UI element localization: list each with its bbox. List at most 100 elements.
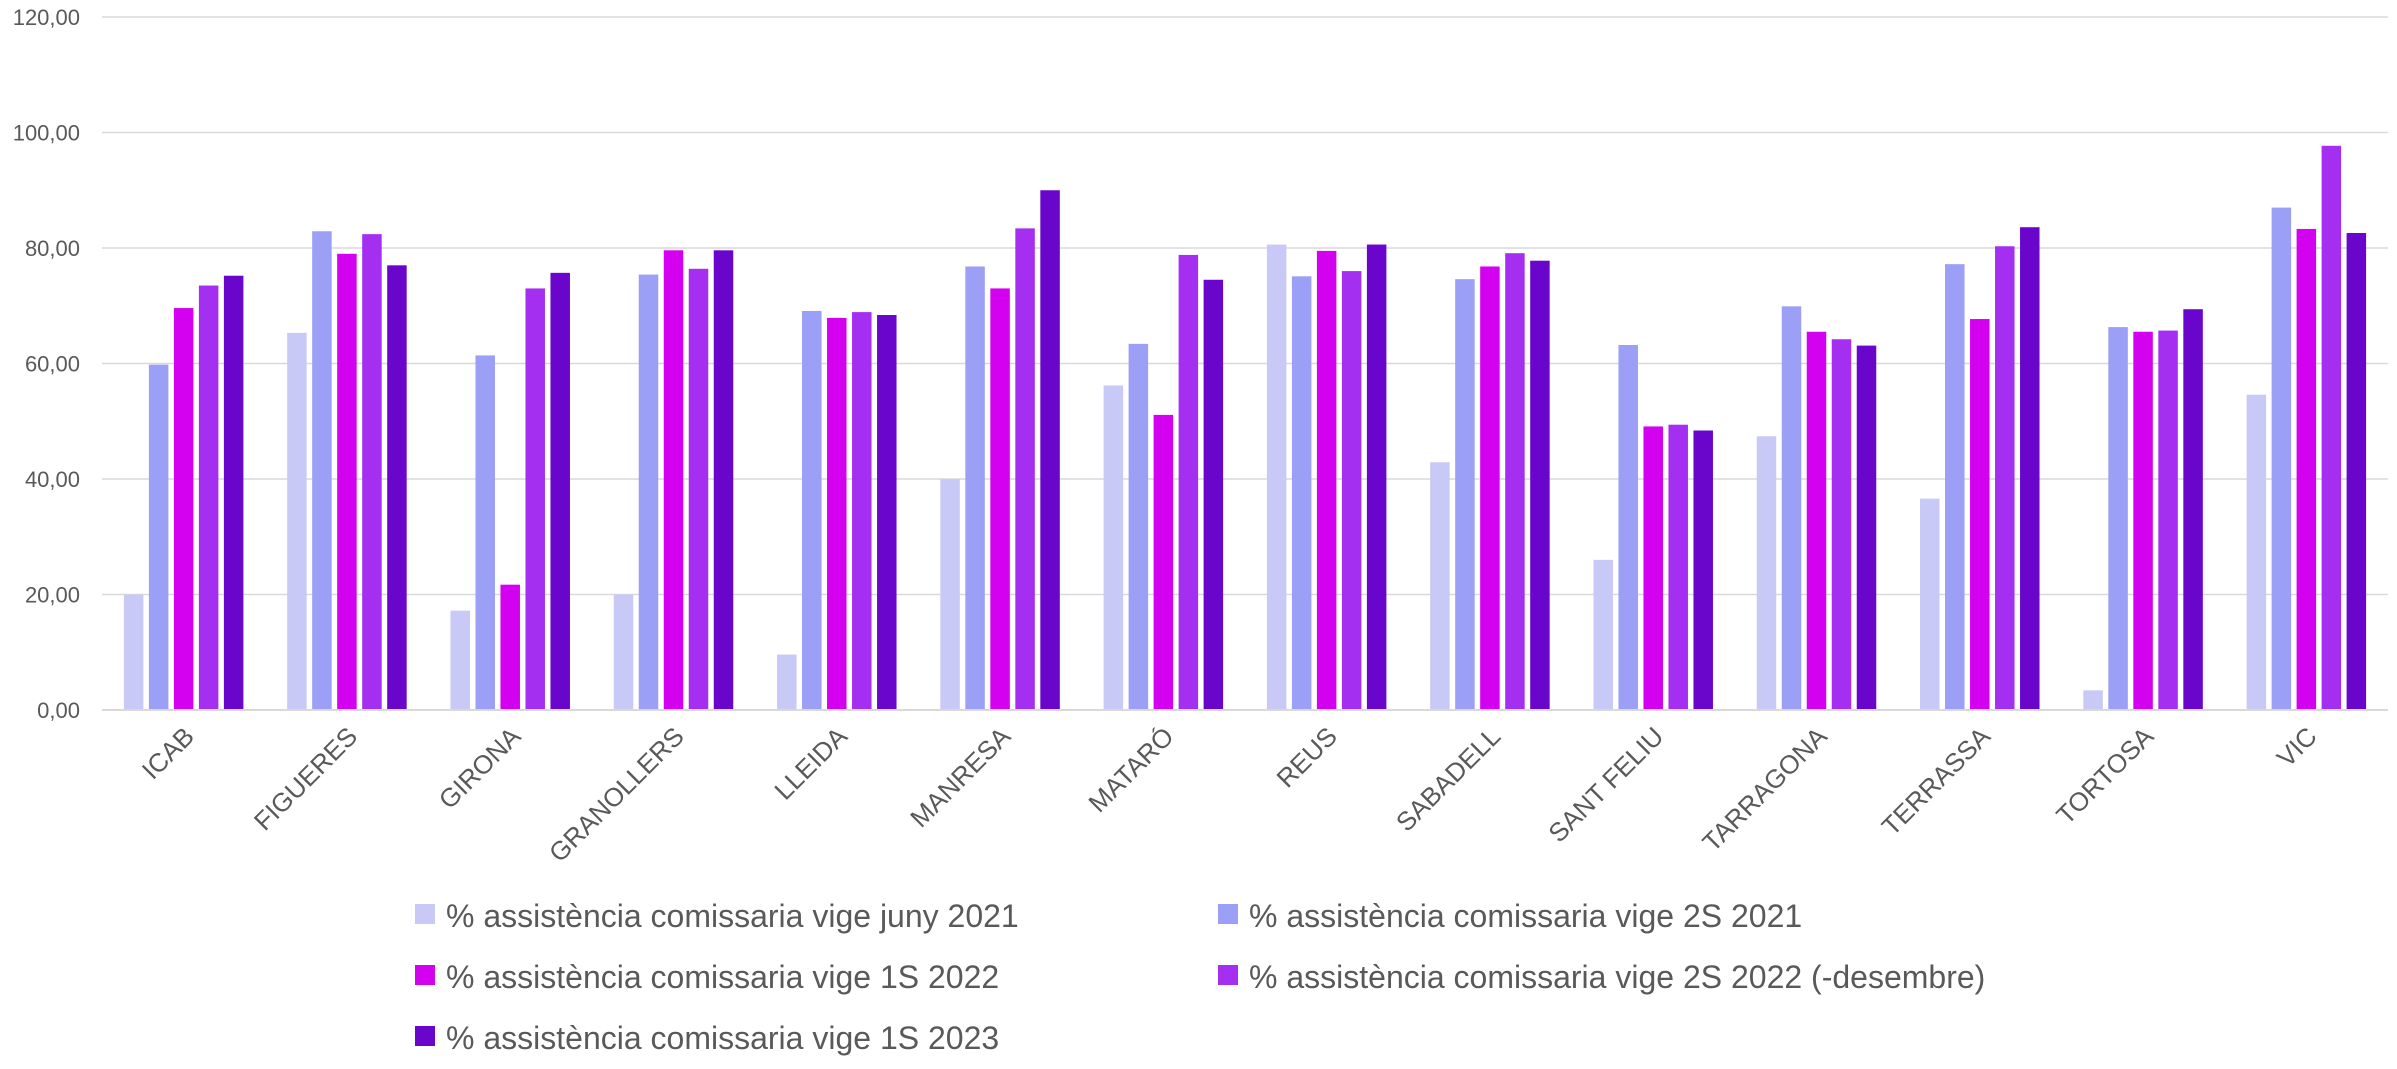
- bar: [148, 364, 169, 710]
- bar: [1781, 306, 1802, 710]
- legend-label: % assistència comissaria vige 1S 2022: [446, 959, 999, 995]
- legend-swatch: [415, 965, 435, 985]
- x-tick-label: VIC: [2271, 721, 2323, 773]
- bar: [2346, 232, 2367, 711]
- bar: [2183, 309, 2203, 710]
- bar: [1040, 190, 1060, 710]
- bar: [1203, 279, 1224, 710]
- y-tick-label: 40,00: [25, 467, 80, 492]
- bar: [500, 584, 520, 710]
- x-tick-label: GIRONA: [433, 721, 527, 815]
- y-tick-label: 20,00: [25, 583, 80, 608]
- bar: [2321, 145, 2342, 711]
- bar: [1945, 264, 1965, 710]
- x-tick-label: MATARÓ: [1082, 721, 1179, 818]
- x-tick-label: GRANOLLERS: [543, 721, 690, 868]
- bar: [2133, 331, 2153, 710]
- bar: [1341, 271, 1362, 710]
- bar: [663, 250, 684, 710]
- bar: [1015, 228, 1035, 711]
- bar: [1366, 244, 1387, 710]
- legend-label: % assistència comissaria vige 2S 2021: [1249, 898, 1802, 934]
- bar: [1970, 319, 1990, 710]
- x-tick-label: SANT FELIU: [1542, 721, 1669, 848]
- bar: [638, 274, 659, 710]
- x-tick-label: LLEIDA: [768, 721, 853, 806]
- bar: [613, 594, 634, 710]
- bar: [550, 272, 570, 710]
- bar: [688, 268, 709, 710]
- y-tick-label: 0,00: [37, 698, 80, 723]
- bar: [1806, 331, 1827, 710]
- bar: [1995, 246, 2015, 710]
- x-tick-label: MANRESA: [904, 721, 1017, 834]
- bar: [1831, 339, 1852, 710]
- bar: [1530, 260, 1550, 710]
- legend-swatch: [415, 1026, 435, 1046]
- legend-swatch: [415, 904, 435, 924]
- bar: [123, 594, 144, 710]
- bar: [362, 234, 382, 710]
- legend-label: % assistència comissaria vige 1S 2023: [446, 1020, 999, 1056]
- bar: [1920, 498, 1940, 710]
- bar: [1668, 424, 1688, 710]
- bar: [990, 288, 1010, 710]
- bar: [287, 332, 307, 710]
- bar: [2083, 690, 2103, 710]
- bar: [525, 288, 545, 710]
- bar: [475, 355, 495, 710]
- legend-swatch: [1218, 965, 1238, 985]
- bar: [1455, 279, 1475, 710]
- legend: % assistència comissaria vige juny 2021%…: [415, 898, 1985, 1056]
- bar: [2108, 327, 2128, 710]
- bar: [1430, 462, 1450, 710]
- bar: [1756, 436, 1777, 710]
- bar: [1178, 254, 1199, 710]
- bar: [777, 654, 797, 710]
- bar: [1128, 343, 1149, 710]
- bar: [852, 312, 872, 710]
- bar: [1693, 430, 1713, 710]
- legend-swatch: [1218, 904, 1238, 924]
- bar: [1618, 345, 1638, 710]
- bar: [1593, 559, 1613, 710]
- bars: [123, 145, 2367, 711]
- legend-label: % assistència comissaria vige 2S 2022 (-…: [1249, 959, 1985, 995]
- y-tick-label: 100,00: [13, 121, 80, 146]
- gridlines: [102, 16, 2388, 596]
- bar: [387, 265, 407, 710]
- bar: [1480, 266, 1500, 710]
- bar: [2246, 394, 2267, 710]
- x-tick-label: SABADELL: [1390, 721, 1506, 837]
- bar: [1643, 426, 1663, 710]
- bar: [827, 317, 847, 710]
- y-tick-label: 60,00: [25, 352, 80, 377]
- y-tick-label: 120,00: [13, 5, 80, 30]
- bar: [940, 479, 960, 710]
- bar: [877, 314, 897, 710]
- bar: [450, 610, 470, 710]
- bar: [2271, 207, 2292, 710]
- bar: [1856, 345, 1877, 710]
- bar: [337, 253, 357, 710]
- bar: [1505, 253, 1525, 710]
- bar: [1291, 276, 1312, 710]
- bar: [965, 266, 985, 710]
- bar: [2158, 330, 2178, 710]
- bar: [2020, 227, 2040, 710]
- bar: [2296, 228, 2317, 710]
- bar: [1153, 414, 1174, 710]
- x-tick-label: TARRAGONA: [1696, 721, 1833, 858]
- y-tick-label: 80,00: [25, 236, 80, 261]
- x-tick-label: REUS: [1271, 721, 1343, 793]
- x-tick-label: TERRASSA: [1876, 721, 1997, 842]
- x-tick-label: TORTOSA: [2050, 721, 2160, 831]
- bar: [1316, 250, 1337, 710]
- legend-label: % assistència comissaria vige juny 2021: [446, 898, 1019, 934]
- bar: [312, 231, 332, 710]
- bar: [198, 285, 219, 710]
- x-tick-label: FIGUERES: [248, 721, 363, 836]
- x-tick-label: ICAB: [136, 721, 200, 785]
- bar: [223, 275, 244, 710]
- y-axis-tick-labels: 0,00 20,00 40,00 60,00 80,00 100,00 120,00: [13, 5, 80, 723]
